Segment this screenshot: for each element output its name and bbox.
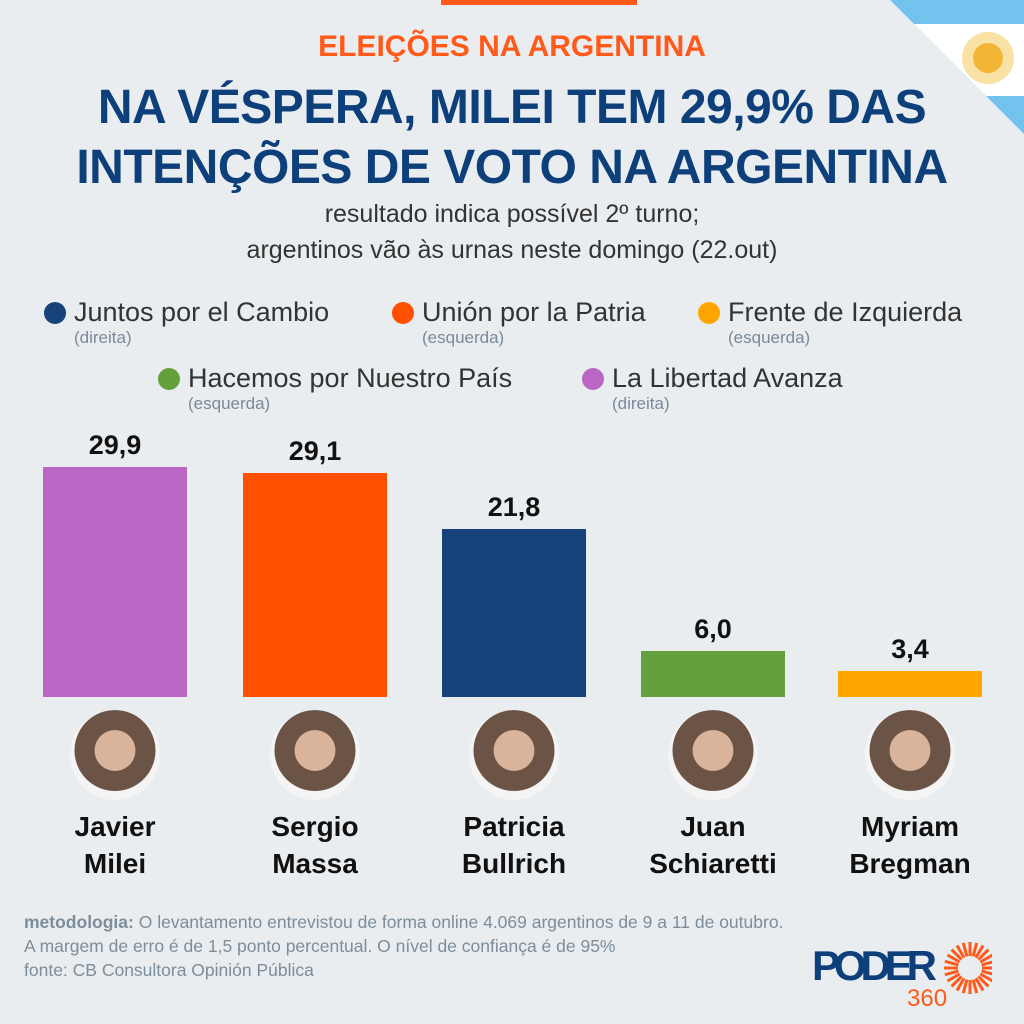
data-label: 29,9 bbox=[88, 430, 142, 460]
method-text: O levantamento entrevistou de forma onli… bbox=[24, 912, 784, 956]
data-label: 21,8 bbox=[487, 492, 541, 523]
data-label: 6,0 bbox=[694, 613, 732, 644]
legend-note: (esquerda) bbox=[422, 328, 505, 347]
legend-dot bbox=[44, 302, 66, 324]
legend-label: Hacemos por Nuestro País bbox=[188, 363, 513, 393]
candidate-name: Sergio Massa bbox=[225, 808, 405, 882]
subtitle-line-2: argentinos vão às urnas neste domingo (2… bbox=[246, 236, 778, 264]
legend-item: Hacemos por Nuestro País (esquerda) bbox=[158, 362, 512, 414]
footer-note: metodologia: O levantamento entrevistou … bbox=[24, 910, 784, 982]
name-line: Schiaretti bbox=[649, 848, 777, 879]
candidate-name: Javier Milei bbox=[25, 808, 205, 882]
logo-number: 360 bbox=[907, 985, 947, 1010]
legend-dot bbox=[582, 368, 604, 390]
bar bbox=[641, 650, 785, 697]
legend-dot bbox=[698, 302, 720, 324]
data-label: 29,1 bbox=[288, 436, 342, 467]
bar bbox=[243, 473, 387, 697]
candidate-photo bbox=[469, 710, 559, 800]
source-text: fonte: CB Consultora Opinión Pública bbox=[24, 960, 314, 980]
legend-label: La Libertad Avanza bbox=[612, 363, 843, 393]
poder360-logo: PODER 360 bbox=[812, 940, 996, 1015]
candidate-photo bbox=[668, 710, 758, 800]
name-line: Bullrich bbox=[461, 848, 567, 879]
name-line: Milei bbox=[83, 848, 147, 879]
top-accent-bar bbox=[441, 0, 637, 5]
bar bbox=[838, 670, 982, 697]
legend-dot bbox=[392, 302, 414, 324]
name-line: Juan bbox=[680, 811, 746, 842]
name-line: Sergio bbox=[271, 811, 359, 842]
kicker: ELEIÇÕES NA ARGENTINA bbox=[318, 30, 706, 63]
legend-note: (esquerda) bbox=[188, 394, 271, 413]
legend-item: Frente de Izquierda (esquerda) bbox=[698, 296, 962, 348]
candidate-photo bbox=[865, 710, 955, 800]
bar bbox=[442, 529, 586, 697]
bar bbox=[43, 467, 187, 697]
name-line: Patricia bbox=[463, 811, 565, 842]
name-line: Bregman bbox=[849, 848, 971, 879]
subtitle-line-1: resultado indica possível 2º turno; bbox=[324, 200, 700, 228]
name-line: Myriam bbox=[860, 811, 960, 842]
legend-label: Juntos por el Cambio bbox=[74, 297, 330, 327]
title-line-1: NA VÉSPERA, MILEI TEM 29,9% DAS bbox=[97, 81, 927, 134]
candidate-name: Myriam Bregman bbox=[820, 808, 1000, 882]
legend-note: (esquerda) bbox=[728, 328, 811, 347]
candidate-photo bbox=[70, 710, 160, 800]
method-label: metodologia: bbox=[24, 912, 134, 932]
legend-item: Juntos por el Cambio (direita) bbox=[44, 296, 329, 348]
legend-dot bbox=[158, 368, 180, 390]
legend-label: Frente de Izquierda bbox=[728, 297, 963, 327]
name-line: Massa bbox=[272, 848, 358, 879]
legend-note: (direita) bbox=[612, 394, 670, 413]
legend-label: Unión por la Patria bbox=[422, 297, 646, 327]
legend-item: La Libertad Avanza (direita) bbox=[582, 362, 843, 414]
candidate-name: Patricia Bullrich bbox=[424, 808, 604, 882]
legend-note: (direita) bbox=[74, 328, 132, 347]
legend-item: Unión por la Patria (esquerda) bbox=[392, 296, 646, 348]
data-label: 3,4 bbox=[891, 633, 929, 664]
logo-word: PODER bbox=[812, 942, 937, 989]
title-line-2: INTENÇÕES DE VOTO NA ARGENTINA bbox=[76, 141, 948, 194]
candidate-name: Juan Schiaretti bbox=[623, 808, 803, 882]
name-line: Javier bbox=[74, 811, 156, 842]
candidate-photo bbox=[270, 710, 360, 800]
argentina-flag-icon bbox=[890, 0, 1024, 134]
